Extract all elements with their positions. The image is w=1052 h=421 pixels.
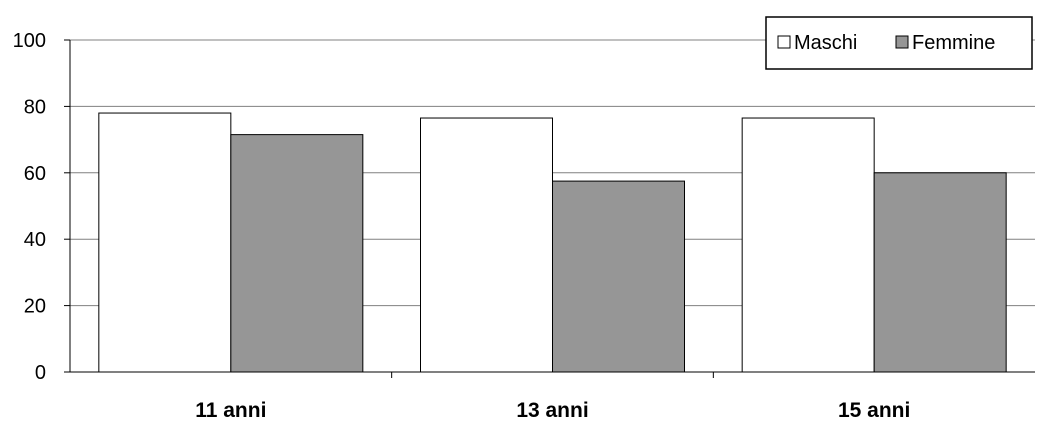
- y-tick-label: 40: [24, 229, 46, 251]
- x-tick-label: 15 anni: [838, 399, 910, 421]
- bar-femmine-2: [552, 180, 685, 373]
- y-tick-label: 20: [24, 296, 46, 318]
- y-tick-label: 60: [24, 163, 46, 185]
- bar-maschi-3: [741, 117, 875, 373]
- bar-maschi-1: [98, 112, 232, 373]
- bar-layer: [98, 112, 1007, 373]
- legend-label-maschi: Maschi: [794, 32, 857, 54]
- y-tick-label: 80: [24, 96, 46, 118]
- bar-femmine-1: [230, 134, 364, 373]
- legend-swatch-maschi: [777, 35, 791, 49]
- y-tick-label: 0: [35, 362, 46, 384]
- legend-swatch-femmine: [895, 35, 909, 49]
- x-tick-label: 11 anni: [195, 399, 266, 421]
- y-tick-label: 100: [13, 30, 46, 52]
- legend: Maschi Femmine: [765, 16, 1033, 70]
- bar-femmine-3: [873, 172, 1007, 373]
- bar-maschi-2: [420, 117, 553, 373]
- x-tick-label: 13 anni: [516, 399, 588, 421]
- legend-label-femmine: Femmine: [912, 32, 995, 54]
- axis-layer: 0 20 40 60 80 100 11 anni 13 anni 15 anni: [13, 30, 1035, 421]
